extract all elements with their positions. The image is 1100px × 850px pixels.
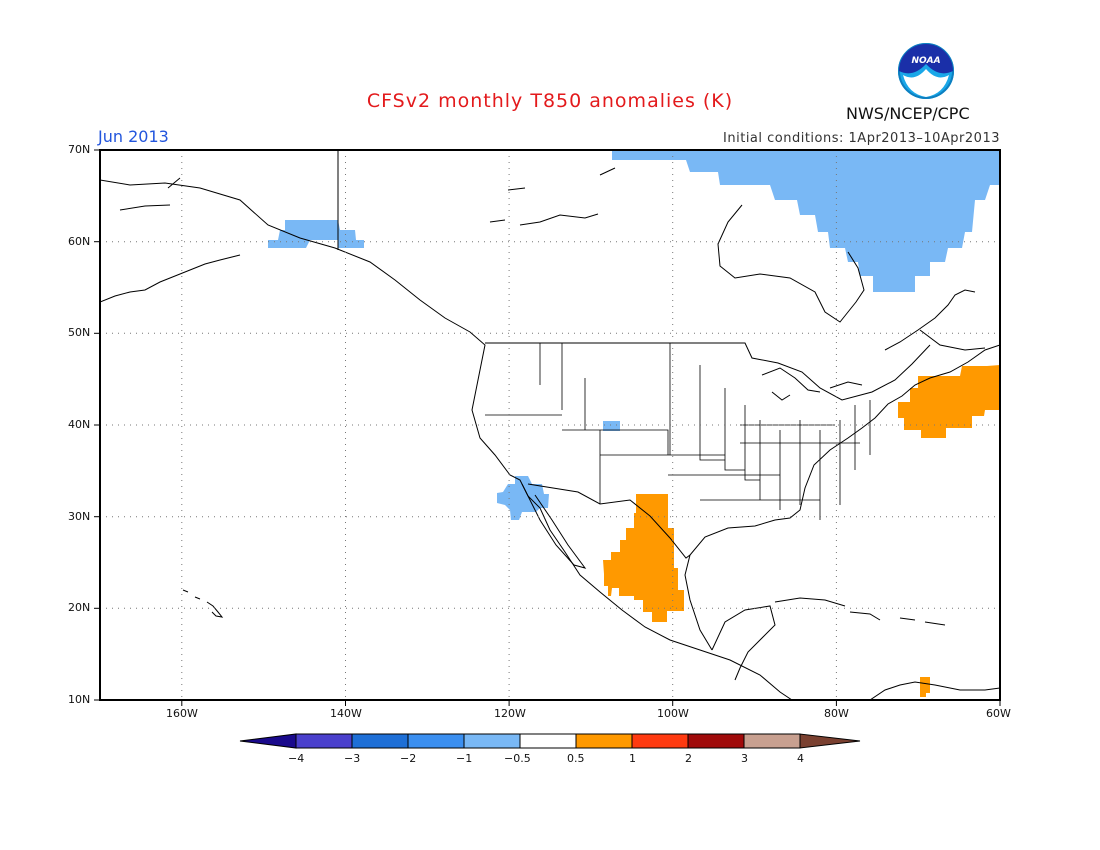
us-canada-border [485,342,931,401]
lat-label-40n: 40N [68,418,91,431]
baja-california [521,483,587,569]
colorbar-tick-label: −0.5 [504,752,531,765]
coastlines-and-borders [100,150,1000,700]
colorbar-bin-10 [799,733,861,749]
great-lakes [761,367,863,401]
caribbean-islands [774,597,946,626]
lat-label-30n: 30N [68,510,91,523]
colorbar-tick-label: 0.5 [567,752,585,765]
lat-label-20n: 20N [68,601,91,614]
hudson-bay-coast [717,204,865,323]
south-america-coast [869,681,1000,700]
venezuela-coast-anomaly [920,677,930,697]
colorbar-bin-5 [519,733,577,749]
map-title: CFSv2 monthly T850 anomalies (K) [366,90,734,112]
colorbar-tick-label: 2 [685,752,692,765]
noaa-logo: NOAA [898,43,954,99]
forecast-period: Jun 2013 [98,127,169,146]
northwest-atlantic-anomaly [898,365,1000,438]
colorbar-bin-6 [575,733,633,749]
colorbar-bin-2 [351,733,409,749]
colorbar-bin-9 [743,733,801,749]
organization-label: NWS/NCEP/CPC [846,104,970,123]
axis-ticks [94,149,1001,706]
lon-label-60w: 60W [986,707,1011,720]
lon-label-120w: 120W [494,707,526,720]
baffin-hudson-anomaly [612,150,1000,292]
lon-label-140w: 140W [330,707,362,720]
initial-conditions: Initial conditions: 1Apr2013–10Apr2013 [723,131,1000,146]
colorbar-tick-label: 4 [797,752,804,765]
colorbar-tick-label: −4 [288,752,305,765]
colorbar-tick-label: −2 [400,752,417,765]
yucatan-coastline [711,605,776,681]
northeast-mexico-anomaly [603,494,684,622]
lat-label-60n: 60N [68,235,91,248]
state-boundaries [485,343,871,520]
colorbar [239,733,861,749]
lon-label-80w: 80W [824,707,849,720]
aleutian-islands [100,254,241,303]
lat-label-10n: 10N [68,693,91,706]
positive-anomaly-shading [603,365,1000,697]
colorbar-bin-3 [407,733,465,749]
colorado-anomaly [603,421,620,431]
us-mexico-border [527,483,691,559]
colorbar-bin-0 [239,733,297,749]
noaa-logo-text: NOAA [911,56,940,66]
colorbar-bin-8 [687,733,745,749]
colorbar-bin-4 [463,733,521,749]
hawaii-islands [182,589,224,618]
southern-california-anomaly [497,476,549,520]
north-america-coastline [100,179,793,700]
graticule [100,150,1000,700]
colorbar-tick-label: 3 [741,752,748,765]
colorbar-bin-7 [631,733,689,749]
lon-label-160w: 160W [166,707,198,720]
lon-label-100w: 100W [657,707,689,720]
southern-alaska-anomaly [268,220,364,248]
colorbar-tick-label: −1 [456,752,473,765]
negative-anomaly-shading [268,150,1000,520]
lat-label-70n: 70N [68,143,91,156]
arctic-islands [119,167,616,226]
colorbar-tick-label: 1 [629,752,636,765]
state-lines [485,343,871,520]
colorbar-tick-label: −3 [344,752,361,765]
lat-label-50n: 50N [68,326,91,339]
colorbar-bin-1 [295,733,353,749]
labrador-coast [884,289,986,351]
